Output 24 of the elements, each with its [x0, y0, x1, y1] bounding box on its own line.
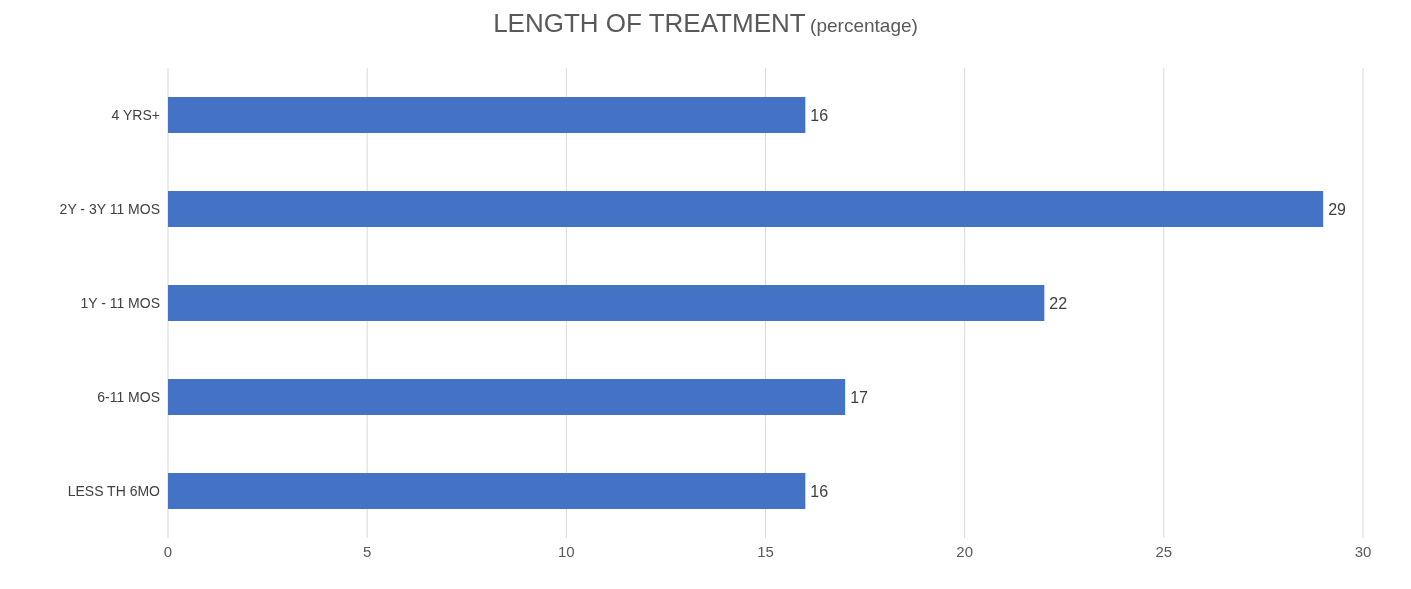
data-label: 16	[810, 106, 829, 124]
data-label: 22	[1049, 294, 1068, 312]
data-label: 29	[1328, 200, 1347, 218]
x-tick-label: 15	[757, 542, 774, 560]
y-tick-label: 1Y - 11 MOS	[80, 294, 160, 311]
bar	[168, 379, 846, 415]
x-tick-label: 0	[163, 542, 173, 560]
data-label: 17	[850, 388, 869, 406]
y-tick-label: 6-11 MOS	[97, 388, 160, 405]
data-label: 16	[810, 482, 829, 500]
chart-subtitle: (percentage)	[810, 15, 918, 36]
y-tick-label: LESS TH 6MO	[67, 482, 161, 499]
x-tick-label: 5	[362, 542, 372, 560]
bar	[168, 191, 1324, 227]
x-tick-label: 25	[1155, 542, 1173, 560]
y-tick-label: 2Y - 3Y 11 MOS	[59, 200, 160, 217]
x-tick-label: 10	[557, 542, 575, 560]
x-tick-label: 20	[956, 542, 974, 560]
chart-title: LENGTH OF TREATMENT	[493, 8, 806, 38]
bar	[168, 285, 1045, 321]
bar	[168, 473, 806, 509]
y-tick-label: 4 YRS+	[111, 106, 160, 123]
x-tick-label: 30	[1354, 542, 1372, 560]
bar	[168, 97, 806, 133]
